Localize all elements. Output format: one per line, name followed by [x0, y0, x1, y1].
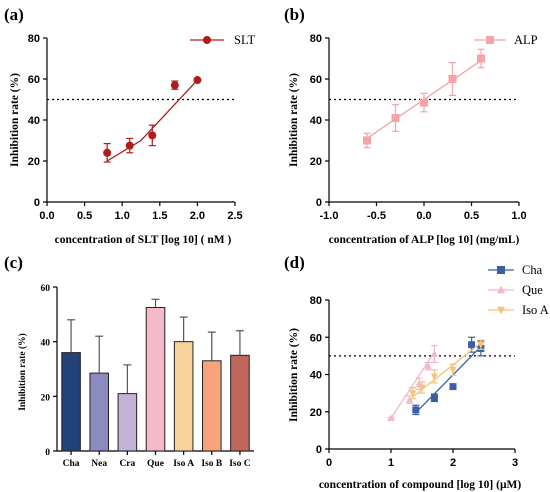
series-a-slt-fit-line	[106, 79, 198, 162]
y-tick-label-a: 0	[34, 197, 40, 209]
bar-nea	[89, 372, 110, 452]
x-tick-label-b: -0.5	[367, 210, 386, 222]
panel-label-a: (a)	[4, 5, 24, 24]
x-tick-label-a: 2.5	[227, 210, 242, 222]
x-tick-label-d: 2	[450, 457, 456, 469]
y-tick-label-c: 20	[41, 393, 51, 403]
bar-iso-c	[230, 354, 250, 452]
y-tick-label-c: 0	[45, 448, 50, 458]
x-tick-label-c: Iso A	[173, 459, 194, 469]
y-tick-label-b: 0	[316, 197, 322, 209]
x-axis-title-d: concentration of compound [log 10] (μM)	[319, 479, 521, 491]
x-tick-label-a: 1.0	[115, 210, 130, 222]
x-tick-label-d: 0	[326, 457, 332, 469]
series-d-iso-a-point	[430, 373, 438, 381]
panel-label-d: (d)	[284, 253, 305, 272]
x-axis-title-b: concentration of ALP [log 10] (mg/mL)	[329, 234, 520, 246]
bar-cra	[117, 393, 138, 452]
series-b-alp-point	[420, 98, 428, 107]
series-a-slt-point	[103, 148, 112, 157]
x-tick-label-c: Iso B	[201, 459, 223, 469]
x-tick-label-b: 1.0	[511, 210, 526, 222]
y-tick-label-d: 60	[310, 332, 322, 344]
x-tick-label-a: 2.0	[190, 210, 205, 222]
y-tick-label-d: 0	[316, 444, 322, 456]
series-d-iso-a-point	[409, 390, 417, 397]
series-a-slt-point	[125, 141, 134, 150]
y-axis-title-b: Inhibition rate (%)	[288, 73, 300, 167]
x-tick-label-b: 0.0	[416, 210, 431, 222]
series-d-cha-point	[468, 341, 476, 349]
series-b-alp-point	[477, 54, 485, 63]
x-tick-label-a: 0.0	[39, 210, 54, 222]
series-a-slt-point	[170, 81, 179, 90]
y-tick-label-d: 80	[310, 295, 322, 307]
legend-marker-iso-a	[497, 306, 505, 315]
y-axis-title-c: Inhibition rate (%)	[17, 333, 28, 411]
y-axis-title-a: Inhibition rate (%)	[9, 73, 21, 167]
legend-label-alp: ALP	[514, 33, 538, 47]
panel-label-b: (b)	[284, 5, 305, 24]
series-d-cha-point	[449, 383, 457, 391]
series-b-alp-point	[391, 113, 400, 122]
series-a-slt-point	[148, 131, 157, 140]
x-axis-title-a: concentration of SLT [log 10] ( nM )	[55, 234, 232, 246]
y-tick-label-b: 40	[310, 115, 322, 127]
series-b-alp-point	[363, 136, 371, 145]
bar-cha	[61, 352, 81, 452]
series-d-cha-fit-line	[415, 346, 482, 414]
series-d-iso-a-point	[418, 384, 426, 392]
x-tick-label-d: 1	[388, 457, 394, 469]
panel-label-c: (c)	[4, 253, 23, 272]
y-axis-title-d: Inhibition rate (%)	[288, 328, 300, 422]
x-tick-label-a: 1.5	[152, 210, 167, 222]
series-d-iso-a-point	[477, 341, 485, 349]
x-tick-label-c: Que	[147, 459, 164, 469]
x-tick-label-c: Cha	[63, 459, 80, 469]
y-tick-label-b: 60	[310, 74, 322, 86]
series-d-que-point	[430, 350, 438, 357]
x-tick-label-b: -1.0	[320, 210, 339, 222]
x-tick-label-a: 0.5	[77, 210, 92, 222]
series-a-slt-point	[193, 76, 202, 85]
legend-marker-slt	[203, 36, 211, 44]
series-b-alp-point	[448, 75, 457, 83]
y-tick-label-b: 20	[310, 156, 322, 168]
y-tick-label-a: 60	[28, 74, 40, 86]
legend-marker-que	[497, 285, 505, 294]
legend-marker-alp	[486, 36, 494, 44]
series-d-que-fit-line	[390, 351, 435, 419]
bar-que	[145, 307, 166, 452]
y-tick-label-a: 20	[28, 156, 40, 168]
y-tick-label-a: 80	[28, 33, 40, 45]
y-tick-label-c: 40	[41, 339, 51, 349]
legend-label-slt: SLT	[234, 33, 255, 47]
x-tick-label-c: Nea	[91, 459, 107, 469]
legend-label-iso-a: Iso A	[522, 303, 549, 317]
series-d-que-point	[387, 414, 395, 422]
series-d-iso-a-fit-line	[412, 342, 482, 398]
series-d-iso-a-point	[449, 367, 457, 374]
legend-label-que: Que	[522, 283, 543, 297]
x-tick-label-b: 0.5	[464, 210, 479, 222]
y-tick-label-b: 80	[310, 33, 322, 45]
series-d-que-point	[424, 362, 432, 369]
y-tick-label-a: 40	[28, 115, 40, 127]
x-tick-label-c: Iso C	[229, 459, 251, 469]
legend-label-cha: Cha	[522, 263, 543, 277]
series-d-cha-point	[412, 406, 420, 414]
bar-iso-b	[201, 360, 222, 452]
x-tick-label-c: Cra	[119, 459, 135, 469]
y-tick-label-d: 20	[310, 407, 322, 419]
bar-iso-a	[173, 341, 194, 452]
x-tick-label-d: 3	[512, 457, 518, 469]
y-tick-label-d: 40	[310, 370, 322, 382]
series-d-cha-point	[430, 394, 438, 402]
y-tick-label-c: 60	[41, 284, 51, 294]
legend-marker-cha	[497, 266, 505, 274]
